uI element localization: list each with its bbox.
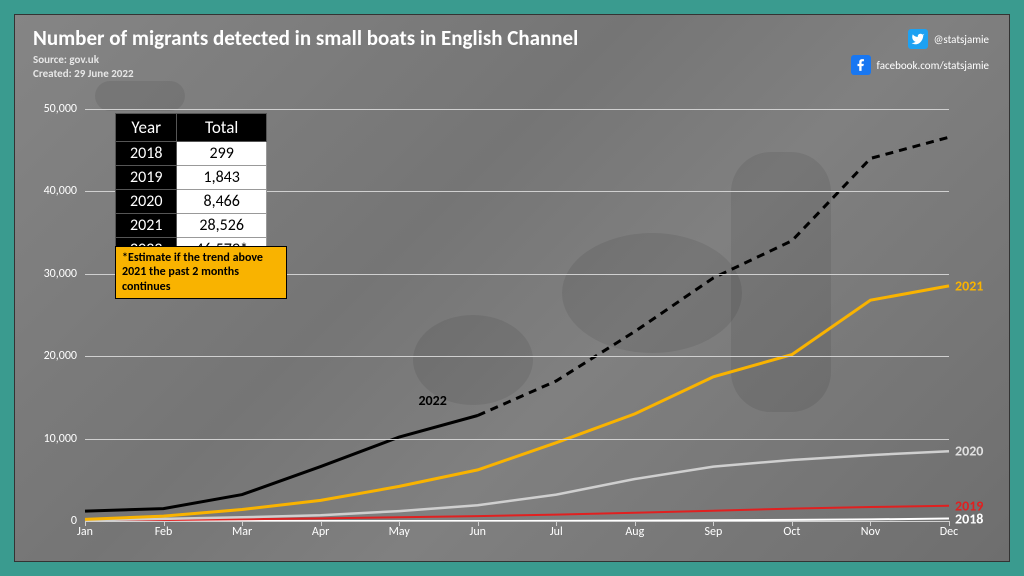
table-value-cell: 8,466	[177, 190, 267, 214]
series-line	[85, 451, 949, 520]
series-end-label: 2020	[955, 443, 983, 460]
gridline	[85, 521, 949, 522]
series-inline-label: 2022	[418, 392, 446, 409]
footnote-box: *Estimate if the trend above 2021 the pa…	[115, 246, 287, 299]
series-end-label: 2018	[955, 510, 983, 527]
x-axis-label: Sep	[704, 525, 722, 539]
series-line	[85, 416, 478, 512]
created-line: Created: 29 June 2022	[33, 67, 134, 80]
y-axis-label: 40,000	[27, 184, 77, 198]
x-axis-label: Nov	[861, 525, 880, 539]
social-facebook[interactable]: facebook.com/statsjamie	[851, 55, 989, 75]
table-row: 20208,466	[116, 190, 267, 214]
table-year-cell: 2019	[116, 166, 177, 190]
table-value-cell: 299	[177, 142, 267, 166]
table-value-cell: 1,843	[177, 166, 267, 190]
table-header: Total	[177, 114, 267, 142]
table-header: Year	[116, 114, 177, 142]
x-axis-label: Jul	[550, 525, 563, 539]
footnote-text: *Estimate if the trend above 2021 the pa…	[122, 251, 263, 294]
x-axis-label: Dec	[940, 525, 958, 539]
x-axis-label: May	[389, 525, 410, 539]
social-twitter[interactable]: @statsjamie	[908, 29, 989, 49]
series-line	[85, 286, 949, 520]
table-row: 202128,526	[116, 214, 267, 238]
table-year-cell: 2018	[116, 142, 177, 166]
facebook-handle: facebook.com/statsjamie	[877, 59, 989, 72]
chart-title: Number of migrants detected in small boa…	[33, 25, 578, 51]
chart-frame: Number of migrants detected in small boa…	[14, 14, 1010, 562]
twitter-handle: @statsjamie	[934, 33, 989, 46]
y-axis-label: 50,000	[27, 102, 77, 116]
gridline	[85, 109, 949, 110]
y-axis-label: 30,000	[27, 267, 77, 281]
facebook-icon	[851, 55, 871, 75]
table-value-cell: 28,526	[177, 214, 267, 238]
x-axis-label: Jun	[470, 525, 486, 539]
series-end-label: 2021	[955, 277, 983, 294]
x-axis-label: Oct	[783, 525, 800, 539]
x-axis-label: Feb	[155, 525, 173, 539]
gridline	[85, 356, 949, 357]
x-axis-label: Apr	[312, 525, 329, 539]
table-year-cell: 2021	[116, 214, 177, 238]
y-axis-label: 10,000	[27, 432, 77, 446]
x-axis-label: Jan	[77, 525, 93, 539]
series-line	[478, 137, 949, 415]
y-axis-label: 20,000	[27, 349, 77, 363]
table-year-cell: 2020	[116, 190, 177, 214]
twitter-icon	[908, 29, 928, 49]
summary-table: YearTotal201829920191,84320208,466202128…	[115, 113, 267, 262]
x-axis-label: Mar	[232, 525, 252, 539]
x-axis-label: Aug	[625, 525, 644, 539]
source-line: Source: gov.uk	[33, 53, 99, 66]
table-row: 2018299	[116, 142, 267, 166]
gridline	[85, 439, 949, 440]
y-axis-label: 0	[27, 514, 77, 528]
table-row: 20191,843	[116, 166, 267, 190]
